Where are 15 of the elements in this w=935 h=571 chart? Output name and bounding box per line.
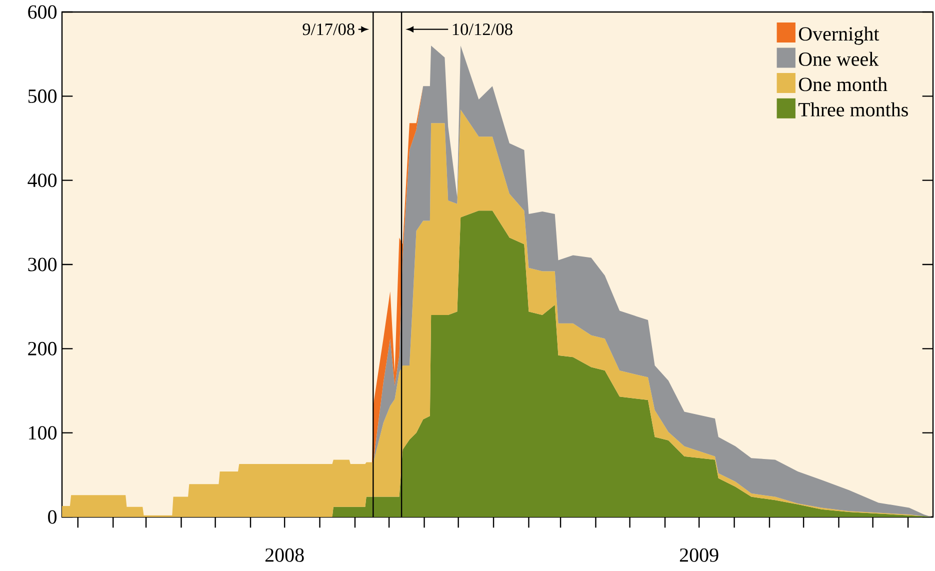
legend-label: One month [798,77,888,92]
y-tick-label: 600 [28,5,57,19]
legend-label: One week [798,52,879,66]
ref-line-label: 9/17/08 [302,23,354,36]
x-tick-label: 2009 [680,548,718,562]
legend-label: Overnight [798,26,880,45]
y-tick-label: 200 [28,342,57,356]
ref-line-label: 10/12/08 [452,23,512,36]
legend-label: Three months [798,102,908,116]
y-tick-label: 100 [29,426,57,440]
y-tick-label: 400 [28,174,57,188]
y-tick-label: 500 [28,89,57,103]
x-tick-label: 2008 [265,548,304,562]
y-tick-label: 300 [28,258,57,272]
y-tick-label: 0 [48,510,57,524]
